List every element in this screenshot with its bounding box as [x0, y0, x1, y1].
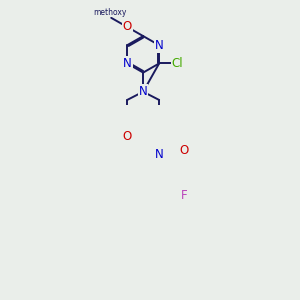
Text: O: O: [180, 144, 189, 157]
Text: N: N: [155, 39, 164, 52]
Text: F: F: [181, 189, 188, 202]
Text: methoxy: methoxy: [93, 8, 127, 17]
Text: O: O: [123, 130, 132, 143]
Text: N: N: [123, 57, 132, 70]
Text: N: N: [139, 85, 148, 98]
Text: O: O: [123, 20, 132, 34]
Text: N: N: [155, 148, 164, 161]
Text: Cl: Cl: [172, 57, 183, 70]
